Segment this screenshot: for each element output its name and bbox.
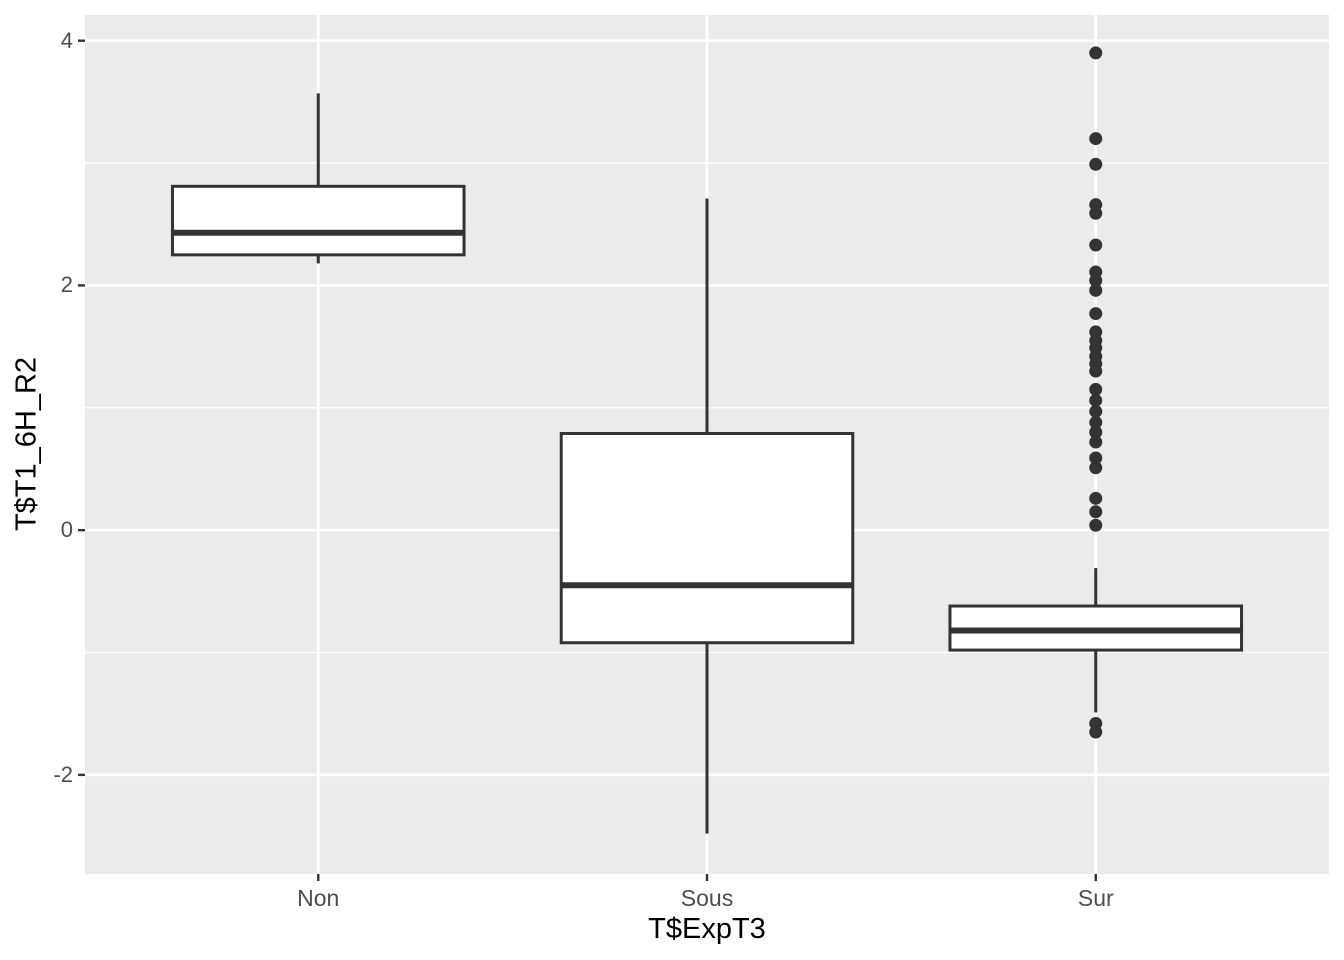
outlier-point-sur bbox=[1089, 238, 1103, 252]
x-tick-label-non: Non bbox=[297, 885, 340, 911]
outlier-point-sur bbox=[1089, 435, 1103, 449]
outlier-point-sur bbox=[1089, 382, 1103, 396]
y-tick-label: 4 bbox=[60, 27, 73, 53]
x-axis-title: T$ExpT3 bbox=[648, 913, 766, 945]
outlier-point-sur bbox=[1089, 518, 1103, 532]
outlier-point-sur bbox=[1089, 415, 1103, 429]
outlier-point-sur bbox=[1089, 505, 1103, 519]
outlier-point-sur bbox=[1089, 461, 1103, 475]
outlier-point-sur bbox=[1089, 404, 1103, 418]
outlier-point-sur bbox=[1089, 157, 1103, 171]
outlier-point-sur bbox=[1089, 307, 1103, 321]
outlier-point-sur bbox=[1089, 206, 1103, 220]
box-rect-non bbox=[170, 184, 466, 257]
y-axis-title: T$T1_6H_R2 bbox=[10, 356, 43, 532]
outlier-point-sur bbox=[1089, 274, 1103, 288]
outlier-point-sur bbox=[1089, 425, 1103, 439]
outlier-point-sur bbox=[1089, 283, 1103, 297]
outlier-point-sur bbox=[1089, 393, 1103, 407]
y-tick-label: -2 bbox=[53, 761, 73, 787]
x-tick-label-sur: Sur bbox=[1077, 885, 1114, 911]
x-tick-label-sous: Sous bbox=[680, 885, 734, 911]
y-tick-label: 2 bbox=[60, 272, 73, 298]
outlier-point-sur bbox=[1089, 725, 1103, 739]
y-tick-label: 0 bbox=[60, 517, 73, 543]
outlier-point-sur bbox=[1089, 46, 1103, 60]
outlier-point-sur bbox=[1089, 451, 1103, 465]
outlier-point-sur bbox=[1089, 491, 1103, 505]
box-rect-sous bbox=[559, 431, 855, 645]
outlier-point-sur bbox=[1089, 364, 1103, 378]
outlier-point-sur bbox=[1089, 132, 1103, 146]
